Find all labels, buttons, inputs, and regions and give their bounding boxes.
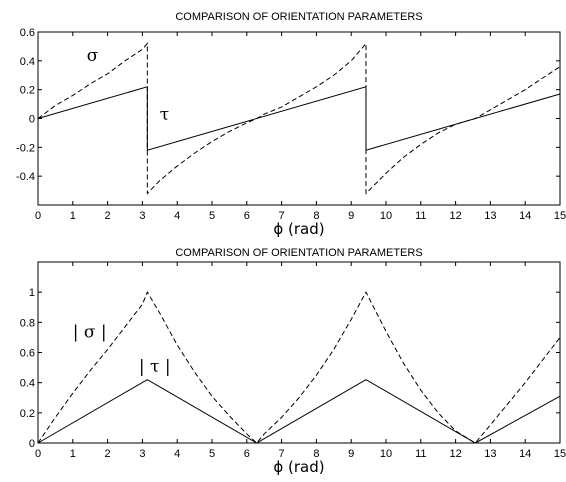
y-tick-label: 0.4 — [20, 56, 35, 68]
x-tick-label: 6 — [244, 210, 250, 222]
axes-box — [37, 261, 561, 444]
axes-box — [37, 31, 561, 206]
x-tick-label: 8 — [313, 448, 319, 460]
annotation-label: | σ | — [73, 322, 107, 342]
series-line-1 — [37, 291, 561, 444]
y-tick-label: 0.6 — [20, 27, 35, 39]
y-tick-label: 0.6 — [20, 348, 35, 360]
x-tick-label: 13 — [484, 448, 496, 460]
annotation-label: | τ | — [139, 357, 171, 377]
annotation-label: τ — [160, 105, 169, 125]
x-tick-label: 14 — [519, 210, 531, 222]
x-tick-label: 5 — [209, 210, 215, 222]
x-tick-label: 3 — [139, 448, 145, 460]
y-tick-label: 0 — [29, 114, 35, 126]
x-tick-label: 1 — [70, 448, 76, 460]
x-tick-label: 2 — [105, 448, 111, 460]
x-tick-label: 10 — [380, 448, 392, 460]
x-tick-label: 4 — [174, 448, 180, 460]
x-tick-label: 10 — [380, 210, 392, 222]
x-tick-label: 2 — [105, 210, 111, 222]
series-line-2 — [37, 379, 561, 444]
x-tick-label: 9 — [348, 448, 354, 460]
y-tick-label: 0.2 — [20, 85, 35, 97]
x-tick-label: 1 — [70, 210, 76, 222]
y-tick-label: 0.4 — [20, 378, 35, 390]
x-tick-label: 14 — [519, 448, 531, 460]
x-tick-label: 15 — [554, 448, 566, 460]
x-tick-label: 0 — [35, 448, 41, 460]
x-tick-label: 7 — [279, 448, 285, 460]
x-tick-label: 12 — [449, 210, 461, 222]
x-axis-label: ϕ (rad) — [273, 458, 324, 476]
chart-title: COMPARISON OF ORIENTATION PARAMETERS — [175, 247, 422, 259]
y-tick-label: -0.4 — [16, 171, 35, 183]
x-tick-label: 5 — [209, 448, 215, 460]
y-tick-label: 0.2 — [20, 408, 35, 420]
x-tick-label: 12 — [449, 448, 461, 460]
chart-title: COMPARISON OF ORIENTATION PARAMETERS — [175, 11, 422, 23]
x-tick-label: 15 — [554, 210, 566, 222]
x-tick-label: 0 — [35, 210, 41, 222]
x-tick-label: 11 — [415, 448, 426, 460]
y-tick-label: 0.8 — [20, 317, 35, 329]
y-tick-label: -0.2 — [16, 142, 35, 154]
x-tick-label: 9 — [348, 210, 354, 222]
x-tick-label: 11 — [415, 210, 426, 222]
x-tick-label: 13 — [484, 210, 496, 222]
x-tick-label: 3 — [139, 210, 145, 222]
x-tick-label: 8 — [313, 210, 319, 222]
annotation-label: σ — [87, 46, 99, 66]
series-line-2 — [37, 86, 561, 151]
x-axis-label: ϕ (rad) — [273, 220, 324, 238]
x-tick-label: 7 — [279, 210, 285, 222]
x-tick-label: 6 — [244, 448, 250, 460]
y-tick-label: 0 — [29, 438, 35, 450]
y-tick-label: 1 — [29, 287, 35, 299]
x-tick-label: 4 — [174, 210, 180, 222]
series-line-1 — [37, 42, 561, 195]
